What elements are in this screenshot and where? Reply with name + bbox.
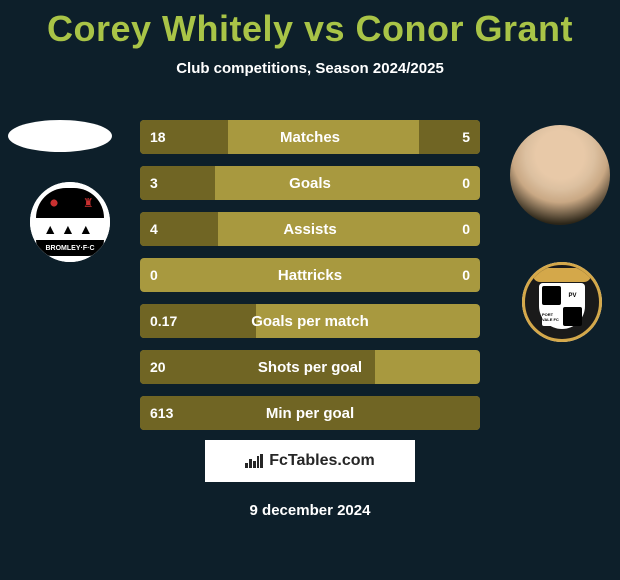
- snapshot-date: 9 december 2024: [0, 502, 620, 519]
- stat-row: 00Hattricks: [140, 258, 480, 292]
- club-badge-right-text: PORT VALE FC: [542, 307, 561, 326]
- season-subtitle: Club competitions, Season 2024/2025: [0, 60, 620, 77]
- club-badge-left: ♜ ▲▲▲ BROMLEY·F·C: [30, 182, 110, 262]
- stat-row: 40Assists: [140, 212, 480, 246]
- comparison-title: Corey Whitely vs Conor Grant: [0, 0, 620, 50]
- stat-label: Hattricks: [140, 258, 480, 292]
- stat-label: Assists: [140, 212, 480, 246]
- club-badge-right: PV PORT VALE FC: [522, 262, 602, 342]
- club-badge-left-text: BROMLEY·F·C: [36, 240, 104, 256]
- stat-row: 185Matches: [140, 120, 480, 154]
- branding-box: FcTables.com: [205, 440, 415, 482]
- stat-label: Matches: [140, 120, 480, 154]
- stat-label: Min per goal: [140, 396, 480, 430]
- stat-label: Shots per goal: [140, 350, 480, 384]
- stat-row: 30Goals: [140, 166, 480, 200]
- stat-label: Goals per match: [140, 304, 480, 338]
- stats-chart: 185Matches 30Goals 40Assists 00Hattricks 0.1…: [140, 120, 480, 442]
- player-left-photo-placeholder: [8, 120, 112, 152]
- stat-row: 613Min per goal: [140, 396, 480, 430]
- branding-text: FcTables.com: [269, 452, 375, 470]
- stat-label: Goals: [140, 166, 480, 200]
- stat-row: 0.17Goals per match: [140, 304, 480, 338]
- player-right-photo: [510, 125, 610, 225]
- bar-chart-icon: [245, 454, 263, 468]
- stat-row: 20Shots per goal: [140, 350, 480, 384]
